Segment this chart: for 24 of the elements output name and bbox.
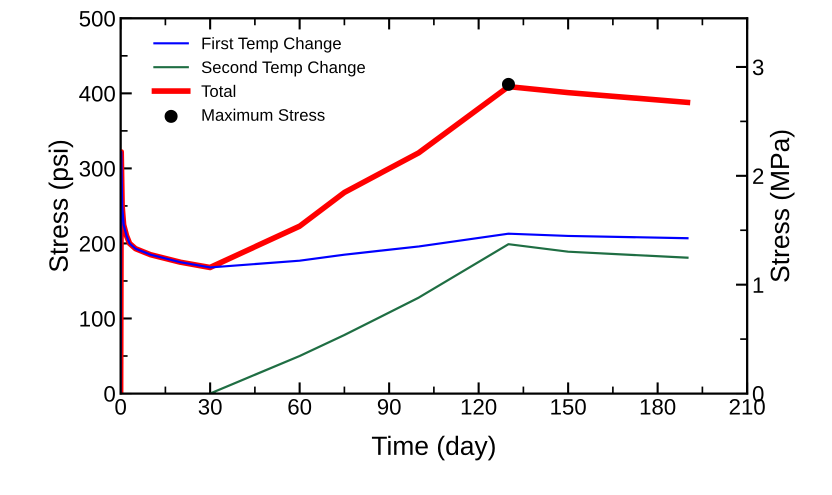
legend-label: Total [201, 84, 236, 98]
x-tick-label: 150 [551, 398, 586, 415]
line-series [209, 243, 689, 394]
x-tick-label: 30 [198, 398, 222, 415]
x-tick-label: 180 [640, 398, 676, 415]
x-axis-title: Time (day) [372, 436, 495, 460]
y-tick-label: 100 [80, 311, 115, 327]
y-tick-label: 200 [80, 236, 115, 252]
y-axis-title: Stress (psi) [48, 140, 74, 272]
x-tick-label: 120 [462, 398, 496, 415]
legend-label: Second Temp Change [202, 60, 365, 76]
x-tick-label: 0 [115, 398, 126, 415]
x-tick-label: 90 [378, 398, 401, 415]
y2-tick-label: 3 [752, 60, 764, 76]
y2-tick-label: 1 [754, 277, 764, 293]
y2-axis-title: Stress (MPa) [770, 130, 794, 282]
legend-label: First Temp Change [202, 37, 341, 53]
y-tick-label: 0 [104, 386, 115, 402]
y2-tick-label: 2 [753, 168, 764, 184]
y-tick-label: 300 [80, 160, 115, 177]
x-tick-label: 60 [288, 398, 312, 415]
y-tick-label: 500 [80, 10, 115, 27]
y-tick-label: 400 [79, 86, 115, 102]
legend-label: Maximum Stress [202, 108, 325, 121]
